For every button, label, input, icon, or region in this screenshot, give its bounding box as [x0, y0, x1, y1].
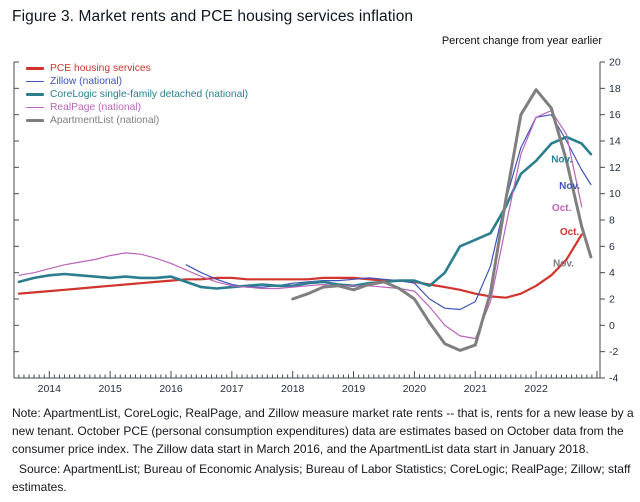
y-tick-label: 2: [609, 294, 615, 306]
y-tick-label: 16: [609, 109, 621, 121]
figure-notes: Note: ApartmentList, CoreLogic, RealPage…: [12, 404, 634, 496]
x-tick-label: 2014: [38, 383, 62, 395]
legend-swatch-realpage: [26, 106, 44, 109]
y-tick-label: 14: [609, 136, 621, 148]
chart-svg: -4 -2 0 2 4 6 8 10 12 14 16 18 20 2014 2015 2016 2017 201…: [13, 57, 621, 395]
y-tick-label: 0: [609, 320, 615, 332]
x-tick-label: 2021: [464, 383, 488, 395]
y-tick-label: 8: [609, 215, 615, 227]
x-tick-label: 2017: [220, 383, 244, 395]
end-label-apartmentlist: Nov.: [553, 258, 574, 269]
legend-label-pce: PCE housing services: [50, 63, 151, 74]
legend: PCE housing services Zillow (national) Cor…: [26, 63, 248, 126]
legend-swatch-apartmentlist: [26, 119, 44, 122]
end-label-corelogic: Nov.: [551, 154, 572, 165]
end-label-realpage: Oct.: [552, 203, 572, 214]
legend-swatch-corelogic: [26, 93, 44, 96]
y-tick-label: 12: [609, 162, 621, 174]
note-text: Note: ApartmentList, CoreLogic, RealPage…: [12, 406, 634, 457]
y-tick-label: 18: [609, 83, 621, 95]
x-tick-label: 2022: [524, 383, 548, 395]
legend-label-corelogic: CoreLogic single-family detached (nation…: [50, 89, 249, 100]
x-tick-label: 2019: [342, 383, 366, 395]
y-tick-label: 4: [609, 267, 615, 279]
y-tick-label: 20: [609, 57, 621, 69]
x-tick-label: 2016: [159, 383, 183, 395]
legend-swatch-pce: [26, 67, 44, 70]
y-tick-label: 10: [609, 188, 621, 200]
x-tick-label: 2018: [281, 383, 305, 395]
end-label-zillow: Nov.: [559, 181, 580, 192]
x-tick-label: 2015: [98, 383, 122, 395]
legend-label-realpage: RealPage (national): [50, 102, 142, 113]
legend-item-realpage: RealPage (national): [26, 102, 248, 113]
unit-label: Percent change from year earlier: [441, 35, 602, 47]
source-text: Source: ApartmentList; Bureau of Economi…: [12, 461, 631, 494]
series-line-apartmentlist: [291, 88, 593, 352]
y-tick-label: 6: [609, 241, 615, 253]
end-label-pce: Oct.: [560, 227, 580, 238]
legend-item-apartmentlist: ApartmentList (national): [26, 115, 248, 126]
y-tick-label: -4: [609, 373, 618, 385]
figure-title: Figure 3. Market rents and PCE housing s…: [12, 8, 414, 25]
series-line-realpage: [18, 110, 583, 340]
legend-swatch-zillow: [26, 80, 44, 83]
series-line-corelogic: [17, 135, 593, 290]
legend-item-corelogic: CoreLogic single-family detached (nation…: [26, 89, 248, 100]
legend-label-apartmentlist: ApartmentList (national): [50, 115, 160, 126]
legend-item-pce: PCE housing services: [26, 63, 248, 74]
y-tick-label: -2: [609, 346, 618, 358]
legend-label-zillow: Zillow (national): [50, 76, 123, 87]
legend-item-zillow: Zillow (national): [26, 76, 248, 87]
x-tick-label: 2020: [403, 383, 427, 395]
